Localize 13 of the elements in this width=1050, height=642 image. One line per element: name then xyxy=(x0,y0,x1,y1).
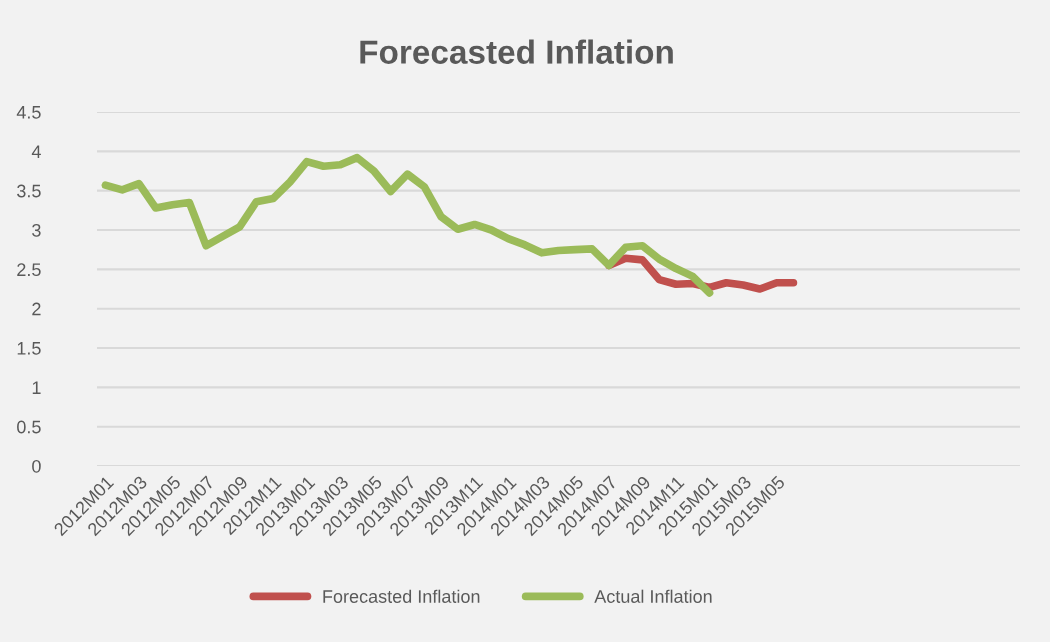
y-tick-label: 2.5 xyxy=(17,263,41,277)
legend-label: Actual Inflation xyxy=(594,589,712,603)
y-tick-label: 1 xyxy=(32,381,41,394)
chart-title: Forecasted Inflation xyxy=(360,39,673,64)
y-tick-label: 0 xyxy=(32,459,41,473)
y-tick-label: 4 xyxy=(31,145,41,158)
y-tick-label: 0.5 xyxy=(17,420,41,434)
y-tick-label: 2 xyxy=(32,302,41,316)
y-tick-label: 3 xyxy=(32,223,41,237)
y-tick-label: 3.5 xyxy=(17,184,41,198)
y-tick-label: 4.5 xyxy=(16,106,41,119)
y-tick-label: 1.5 xyxy=(17,342,41,355)
legend-label: Forecasted Inflation xyxy=(323,589,480,603)
